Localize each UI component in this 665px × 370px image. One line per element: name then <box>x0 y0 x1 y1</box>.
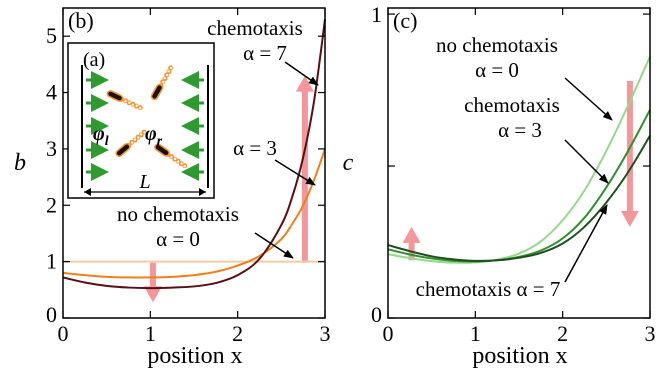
inset-bacterium-body-3 <box>154 143 170 157</box>
c-ytick-label-0: 0 <box>371 302 382 327</box>
b-pointer-alpha7 <box>284 61 319 86</box>
b-ytick-label-4: 4 <box>46 80 57 105</box>
inset-bacterium-tail2-3 <box>166 151 187 169</box>
b-annot-alpha7-line2: α = 7 <box>243 41 287 65</box>
b-annot-alpha0-line2: α = 0 <box>156 227 200 251</box>
b-series-line-2 <box>62 19 326 290</box>
inset-panel-label: (a) <box>83 49 105 71</box>
inset-phi-l-base: φ <box>93 123 105 145</box>
inset-phi-r-base: φ <box>145 123 157 145</box>
inset-bacterium-body-0 <box>106 90 124 102</box>
inset-bacterium-tail2-1 <box>158 65 174 88</box>
b-ytick-label-5: 5 <box>46 23 57 48</box>
inset-phi-r-sub: r <box>157 134 163 149</box>
c-pointer-alpha7 <box>564 204 608 283</box>
c-series-line-2 <box>387 135 651 262</box>
b-ytick-label-2: 2 <box>46 192 57 217</box>
panel-c-ylabel: c <box>343 150 354 176</box>
c-annot-alpha0-line2: α = 0 <box>475 58 519 82</box>
c-shift-arrow-0 <box>620 80 639 227</box>
c-xtick-label-0: 0 <box>383 321 394 346</box>
c-xtick-label-3: 3 <box>645 321 656 346</box>
b-series-line-1 <box>62 148 326 279</box>
inset-bacterium-body-2 <box>115 143 131 157</box>
b-xtick-label-2: 2 <box>232 321 243 346</box>
c-xtick-label-1: 1 <box>470 321 481 346</box>
c-xtick-label-2: 2 <box>557 321 568 346</box>
b-annot-alpha7-line1: chemotaxis <box>207 16 303 40</box>
b-xtick-label-1: 1 <box>145 321 156 346</box>
inset-bacterium-0 <box>106 90 143 111</box>
c-pointer-alpha0 <box>564 77 613 121</box>
inset-bacterium-tail2-2 <box>126 130 147 147</box>
b-annot-alpha0-line1: no chemotaxis <box>117 202 239 226</box>
b-shift-arrow-1 <box>143 262 162 303</box>
c-annot-alpha3-line1: chemotaxis <box>464 93 560 117</box>
panel-c-xlabel: position x <box>472 343 567 369</box>
b-pointer-alpha3 <box>274 159 316 186</box>
b-shift-arrow-0 <box>295 75 314 263</box>
c-annot-alpha0-line1: no chemotaxis <box>436 33 558 57</box>
inset-bacterium-3 <box>154 143 188 169</box>
b-annot-alpha3: α = 3 <box>233 136 277 160</box>
inset-phi-r: φr <box>145 123 163 149</box>
panel-c-label: (c) <box>393 8 417 33</box>
inset-length-label: L <box>138 171 150 193</box>
inset-bacterium-tail2-0 <box>119 96 143 111</box>
inset-bacterium-2 <box>115 129 147 157</box>
panel-b-frame <box>62 7 326 319</box>
inset-a: (a) φl φr L <box>67 42 215 199</box>
c-annot-alpha3-line2: α = 3 <box>498 118 542 142</box>
b-xtick-label-0: 0 <box>58 321 69 346</box>
b-xtick-label-3: 3 <box>320 321 331 346</box>
c-series-line-0 <box>387 56 651 264</box>
inset-phi-l: φl <box>93 123 109 149</box>
b-ytick-label-0: 0 <box>46 302 57 327</box>
panel-c-chart: 0 1 2 3 0 1 (c) position x c no chemotaxis α … <box>343 2 656 369</box>
inset-phi-l-sub: l <box>105 134 109 149</box>
panel-b-ylabel: b <box>14 150 26 176</box>
b-ytick-label-1: 1 <box>46 249 57 274</box>
panel-b-label: (b) <box>68 8 94 33</box>
c-annot-alpha7: chemotaxis α = 7 <box>416 277 561 301</box>
panel-b-chart: 0 1 2 3 0 1 2 3 4 5 (b) position x b chemotaxis α… <box>14 7 331 369</box>
b-ytick-label-3: 3 <box>46 136 57 161</box>
panel-b-xlabel: position x <box>147 343 242 369</box>
inset-bacterium-1 <box>150 65 174 101</box>
b-pointer-alpha0 <box>254 232 294 259</box>
c-ytick-label-1: 1 <box>371 2 382 27</box>
c-pointer-alpha3 <box>564 139 609 184</box>
inset-bacterium-body-1 <box>150 83 164 101</box>
panel-c-frame <box>387 7 651 319</box>
c-shift-arrow-1 <box>402 226 421 261</box>
